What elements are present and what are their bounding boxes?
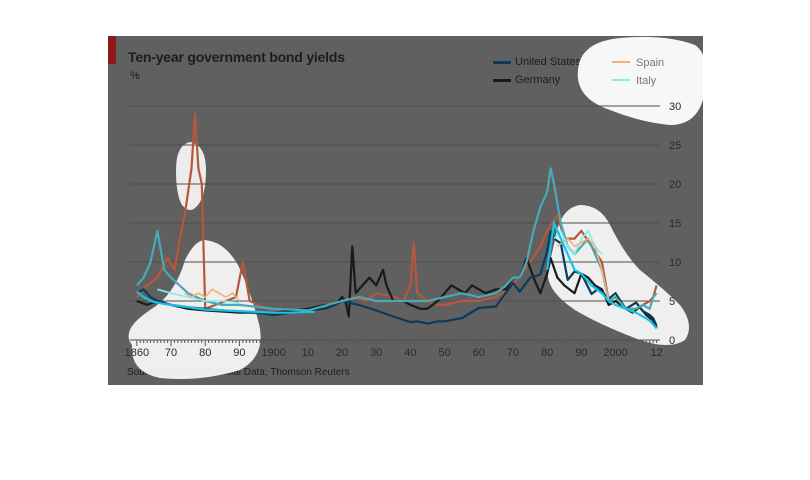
x-tick-label: 50 bbox=[438, 347, 450, 359]
source-note: Sources: Global Financial Data; Thomson … bbox=[127, 367, 350, 378]
x-tick-label: 80 bbox=[541, 347, 553, 359]
chart-title: Ten-year government bond yields bbox=[128, 49, 345, 65]
x-tick-label: 1860 bbox=[125, 347, 149, 359]
x-tick-label: 1900 bbox=[261, 347, 285, 359]
x-tick-label: 90 bbox=[233, 347, 245, 359]
spain-light-line bbox=[556, 237, 610, 302]
x-tick-label: 2000 bbox=[603, 347, 627, 359]
y-tick-label: 25 bbox=[669, 140, 681, 152]
cyan-line bbox=[136, 290, 315, 314]
legend-label-spain: Spain bbox=[636, 57, 664, 69]
legend-item-germany: Germany bbox=[493, 74, 560, 86]
x-tick-label: 70 bbox=[507, 347, 519, 359]
spain-light-line bbox=[184, 288, 241, 302]
x-tick-label: 60 bbox=[473, 347, 485, 359]
y-tick-label: 5 bbox=[669, 296, 675, 308]
legend-label-italy: Italy bbox=[636, 75, 657, 87]
x-tick-label: 40 bbox=[404, 347, 416, 359]
legend-swatch-us bbox=[493, 60, 511, 64]
legend-label-germany: Germany bbox=[515, 74, 561, 86]
x-tick-label: 90 bbox=[575, 347, 587, 359]
y-unit-label: % bbox=[130, 70, 140, 82]
legend-swatch-germany bbox=[493, 78, 511, 82]
x-tick-label: 70 bbox=[165, 347, 177, 359]
x-tick-label: 80 bbox=[199, 347, 211, 359]
accent-bar bbox=[108, 36, 116, 64]
legend-label-us: United States bbox=[515, 56, 582, 68]
italy-light-line bbox=[553, 229, 603, 256]
x-tick-label: 10 bbox=[302, 347, 314, 359]
y-tick-label: 30 bbox=[669, 101, 681, 113]
legend-item-us: United States bbox=[493, 56, 581, 68]
italy-light-line bbox=[157, 288, 240, 304]
cyan-line bbox=[546, 219, 658, 330]
y-tick-label: 15 bbox=[669, 218, 681, 230]
highlight-blob bbox=[577, 36, 707, 125]
x-tick-label: 12 bbox=[650, 347, 662, 359]
y-tick-label: 0 bbox=[669, 335, 675, 347]
highlight-blob bbox=[547, 205, 689, 345]
x-tick-label: 30 bbox=[370, 347, 382, 359]
y-tick-label: 20 bbox=[669, 179, 681, 191]
y-tick-label: 10 bbox=[669, 257, 681, 269]
x-tick-label: 20 bbox=[336, 347, 348, 359]
